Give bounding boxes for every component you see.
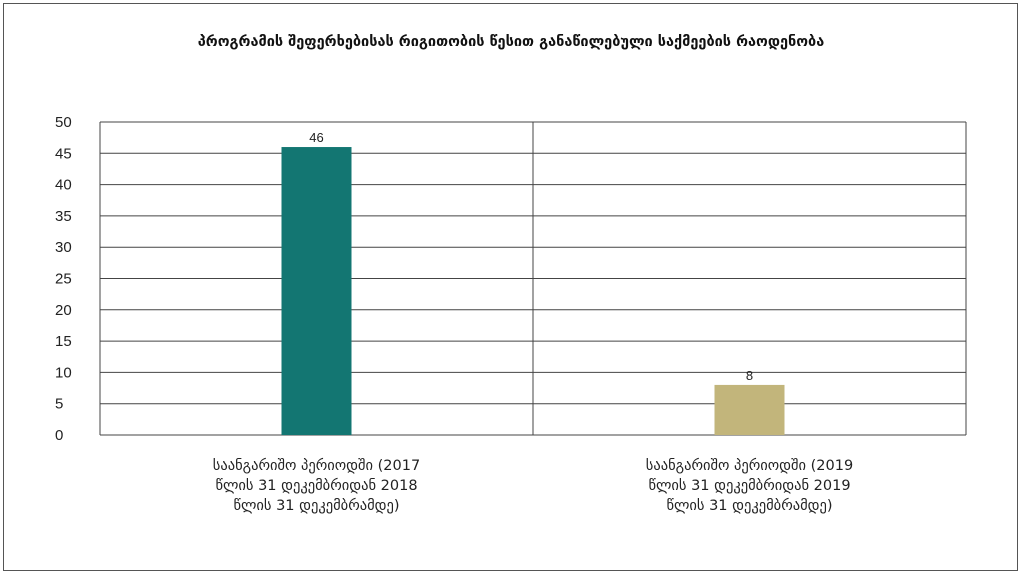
y-tick-label: 35 <box>55 208 72 225</box>
y-tick-label: 15 <box>55 333 72 350</box>
chart-frame <box>3 3 1018 571</box>
category-label-2017-2018: საანგარიშო პერიოდში (2017 წლის 31 დეკემბ… <box>167 456 467 516</box>
category-label-line: წლის 31 დეკემბრამდე) <box>666 498 833 514</box>
bar <box>281 147 352 436</box>
y-tick-label: 5 <box>55 396 63 413</box>
data-label: 46 <box>309 130 323 145</box>
y-tick-label: 25 <box>55 271 72 288</box>
chart-title: პროგრამის შეფერხებისას რიგითობის წესით გ… <box>197 34 825 50</box>
category-label-line: წლის 31 დეკემბრიდან 2019 <box>648 478 851 494</box>
category-label-2019: საანგარიშო პერიოდში (2019 წლის 31 დეკემბ… <box>600 456 900 516</box>
y-tick-label: 20 <box>55 302 72 319</box>
bar <box>714 384 785 435</box>
y-tick-label: 50 <box>55 114 72 131</box>
category-label-line: წლის 31 დეკემბრამდე) <box>233 498 400 514</box>
category-label-line: წლის 31 დეკემბრიდან 2018 <box>215 478 418 494</box>
y-tick-label: 0 <box>55 427 63 444</box>
y-tick-label: 30 <box>55 239 72 256</box>
data-label: 8 <box>746 368 753 383</box>
y-tick-label: 10 <box>55 364 72 381</box>
category-label-line: საანგარიშო პერიოდში (2019 <box>645 458 854 474</box>
category-label-line: საანგარიშო პერიოდში (2017 <box>212 458 421 474</box>
y-tick-label: 40 <box>55 177 72 194</box>
y-tick-label: 45 <box>55 145 72 162</box>
